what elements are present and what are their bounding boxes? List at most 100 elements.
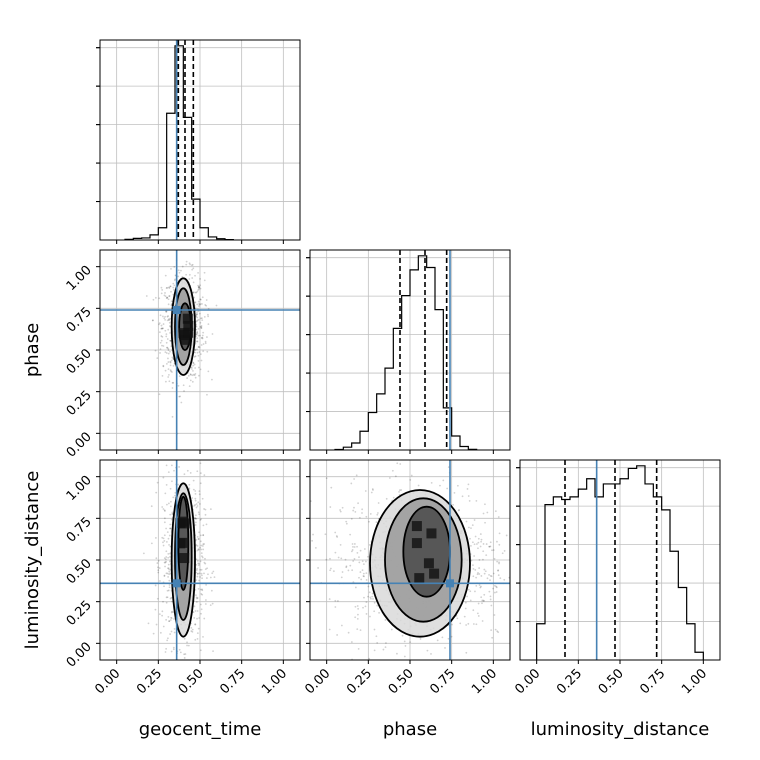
scatter-point — [189, 373, 192, 376]
scatter-point — [197, 511, 200, 514]
scatter-point — [336, 634, 339, 636]
scatter-point — [470, 527, 472, 529]
scatter-point — [199, 503, 201, 505]
scatter-point — [178, 375, 181, 378]
scatter-point — [165, 311, 168, 313]
scatter-point — [164, 651, 167, 653]
scatter-point — [474, 569, 477, 571]
y-axis-label: luminosity_distance — [22, 471, 43, 650]
scatter-point — [200, 548, 203, 551]
scatter-point — [392, 496, 395, 499]
scatter-point — [356, 551, 359, 554]
scatter-point — [197, 360, 200, 362]
scatter-point — [365, 613, 368, 615]
scatter-point — [194, 301, 197, 304]
scatter-point — [196, 340, 198, 343]
scatter-point — [171, 511, 174, 514]
scatter-point — [170, 630, 173, 633]
scatter-point — [190, 366, 193, 369]
scatter-point — [368, 657, 371, 660]
scatter-point — [485, 543, 488, 545]
scatter-point — [161, 289, 164, 291]
scatter-point — [154, 537, 157, 539]
scatter-point — [201, 317, 203, 319]
scatter-point — [191, 263, 194, 266]
scatter-point — [194, 497, 197, 500]
scatter-point — [350, 517, 353, 520]
scatter-point — [150, 542, 153, 545]
scatter-point — [197, 300, 200, 303]
density-bin — [183, 320, 194, 331]
scatter-point — [170, 464, 173, 467]
scatter-point — [161, 374, 164, 377]
scatter-point — [398, 489, 401, 492]
scatter-point — [409, 479, 412, 481]
scatter-point — [477, 571, 479, 574]
x-tick-label: 1.00 — [469, 666, 500, 697]
scatter-point — [189, 379, 192, 382]
panel-content — [100, 250, 300, 450]
scatter-point — [160, 286, 163, 289]
scatter-point — [194, 521, 197, 524]
scatter-point — [185, 260, 188, 263]
scatter-point — [396, 462, 399, 465]
scatter-point — [197, 564, 200, 567]
scatter-point — [171, 480, 173, 483]
scatter-point — [199, 576, 201, 578]
scatter-point — [531, 587, 533, 589]
scatter-point — [167, 552, 170, 555]
scatter-point — [166, 286, 169, 289]
scatter-point — [467, 495, 470, 497]
scatter-point — [196, 303, 199, 306]
scatter-point — [201, 555, 203, 558]
scatter-point — [179, 395, 181, 398]
scatter-point — [477, 541, 480, 544]
scatter-point — [181, 275, 184, 278]
scatter-point — [194, 373, 197, 375]
density-bin — [429, 568, 440, 579]
scatter-point — [201, 577, 203, 580]
panel-content — [100, 460, 300, 660]
scatter-point — [168, 560, 171, 563]
scatter-point — [155, 491, 158, 494]
scatter-point — [183, 473, 186, 476]
scatter-point — [188, 273, 191, 276]
y-tick-label: 1.00 — [64, 263, 95, 294]
scatter-point — [192, 267, 195, 270]
scatter-point — [194, 638, 197, 641]
scatter-point — [198, 288, 200, 290]
scatter-point — [187, 374, 190, 377]
scatter-point — [377, 502, 380, 504]
scatter-point — [190, 630, 193, 632]
scatter-point — [512, 588, 514, 590]
scatter-point — [527, 570, 529, 572]
scatter-point — [154, 584, 157, 587]
scatter-point — [357, 613, 359, 616]
scatter-point — [203, 474, 206, 477]
scatter-point — [401, 634, 404, 637]
scatter-point — [329, 506, 332, 508]
scatter-point — [367, 555, 369, 558]
scatter-point — [196, 536, 199, 538]
scatter-point — [184, 653, 187, 655]
scatter-point — [203, 543, 206, 545]
scatter-point — [193, 504, 196, 507]
scatter-point — [204, 562, 207, 565]
scatter-point — [182, 384, 185, 387]
scatter-point — [477, 537, 480, 540]
scatter-point — [196, 313, 198, 316]
scatter-point — [475, 585, 478, 587]
scatter-point — [203, 315, 206, 318]
scatter-point — [546, 580, 548, 582]
scatter-point — [199, 353, 202, 356]
scatter-point — [194, 492, 197, 495]
scatter-point — [351, 569, 354, 572]
scatter-point — [332, 570, 335, 573]
scatter-point — [477, 602, 480, 605]
scatter-point — [170, 359, 173, 362]
scatter-point — [188, 278, 191, 280]
scatter-point — [344, 558, 347, 561]
scatter-point — [168, 579, 171, 582]
scatter-point — [385, 497, 388, 500]
scatter-point — [165, 527, 168, 530]
